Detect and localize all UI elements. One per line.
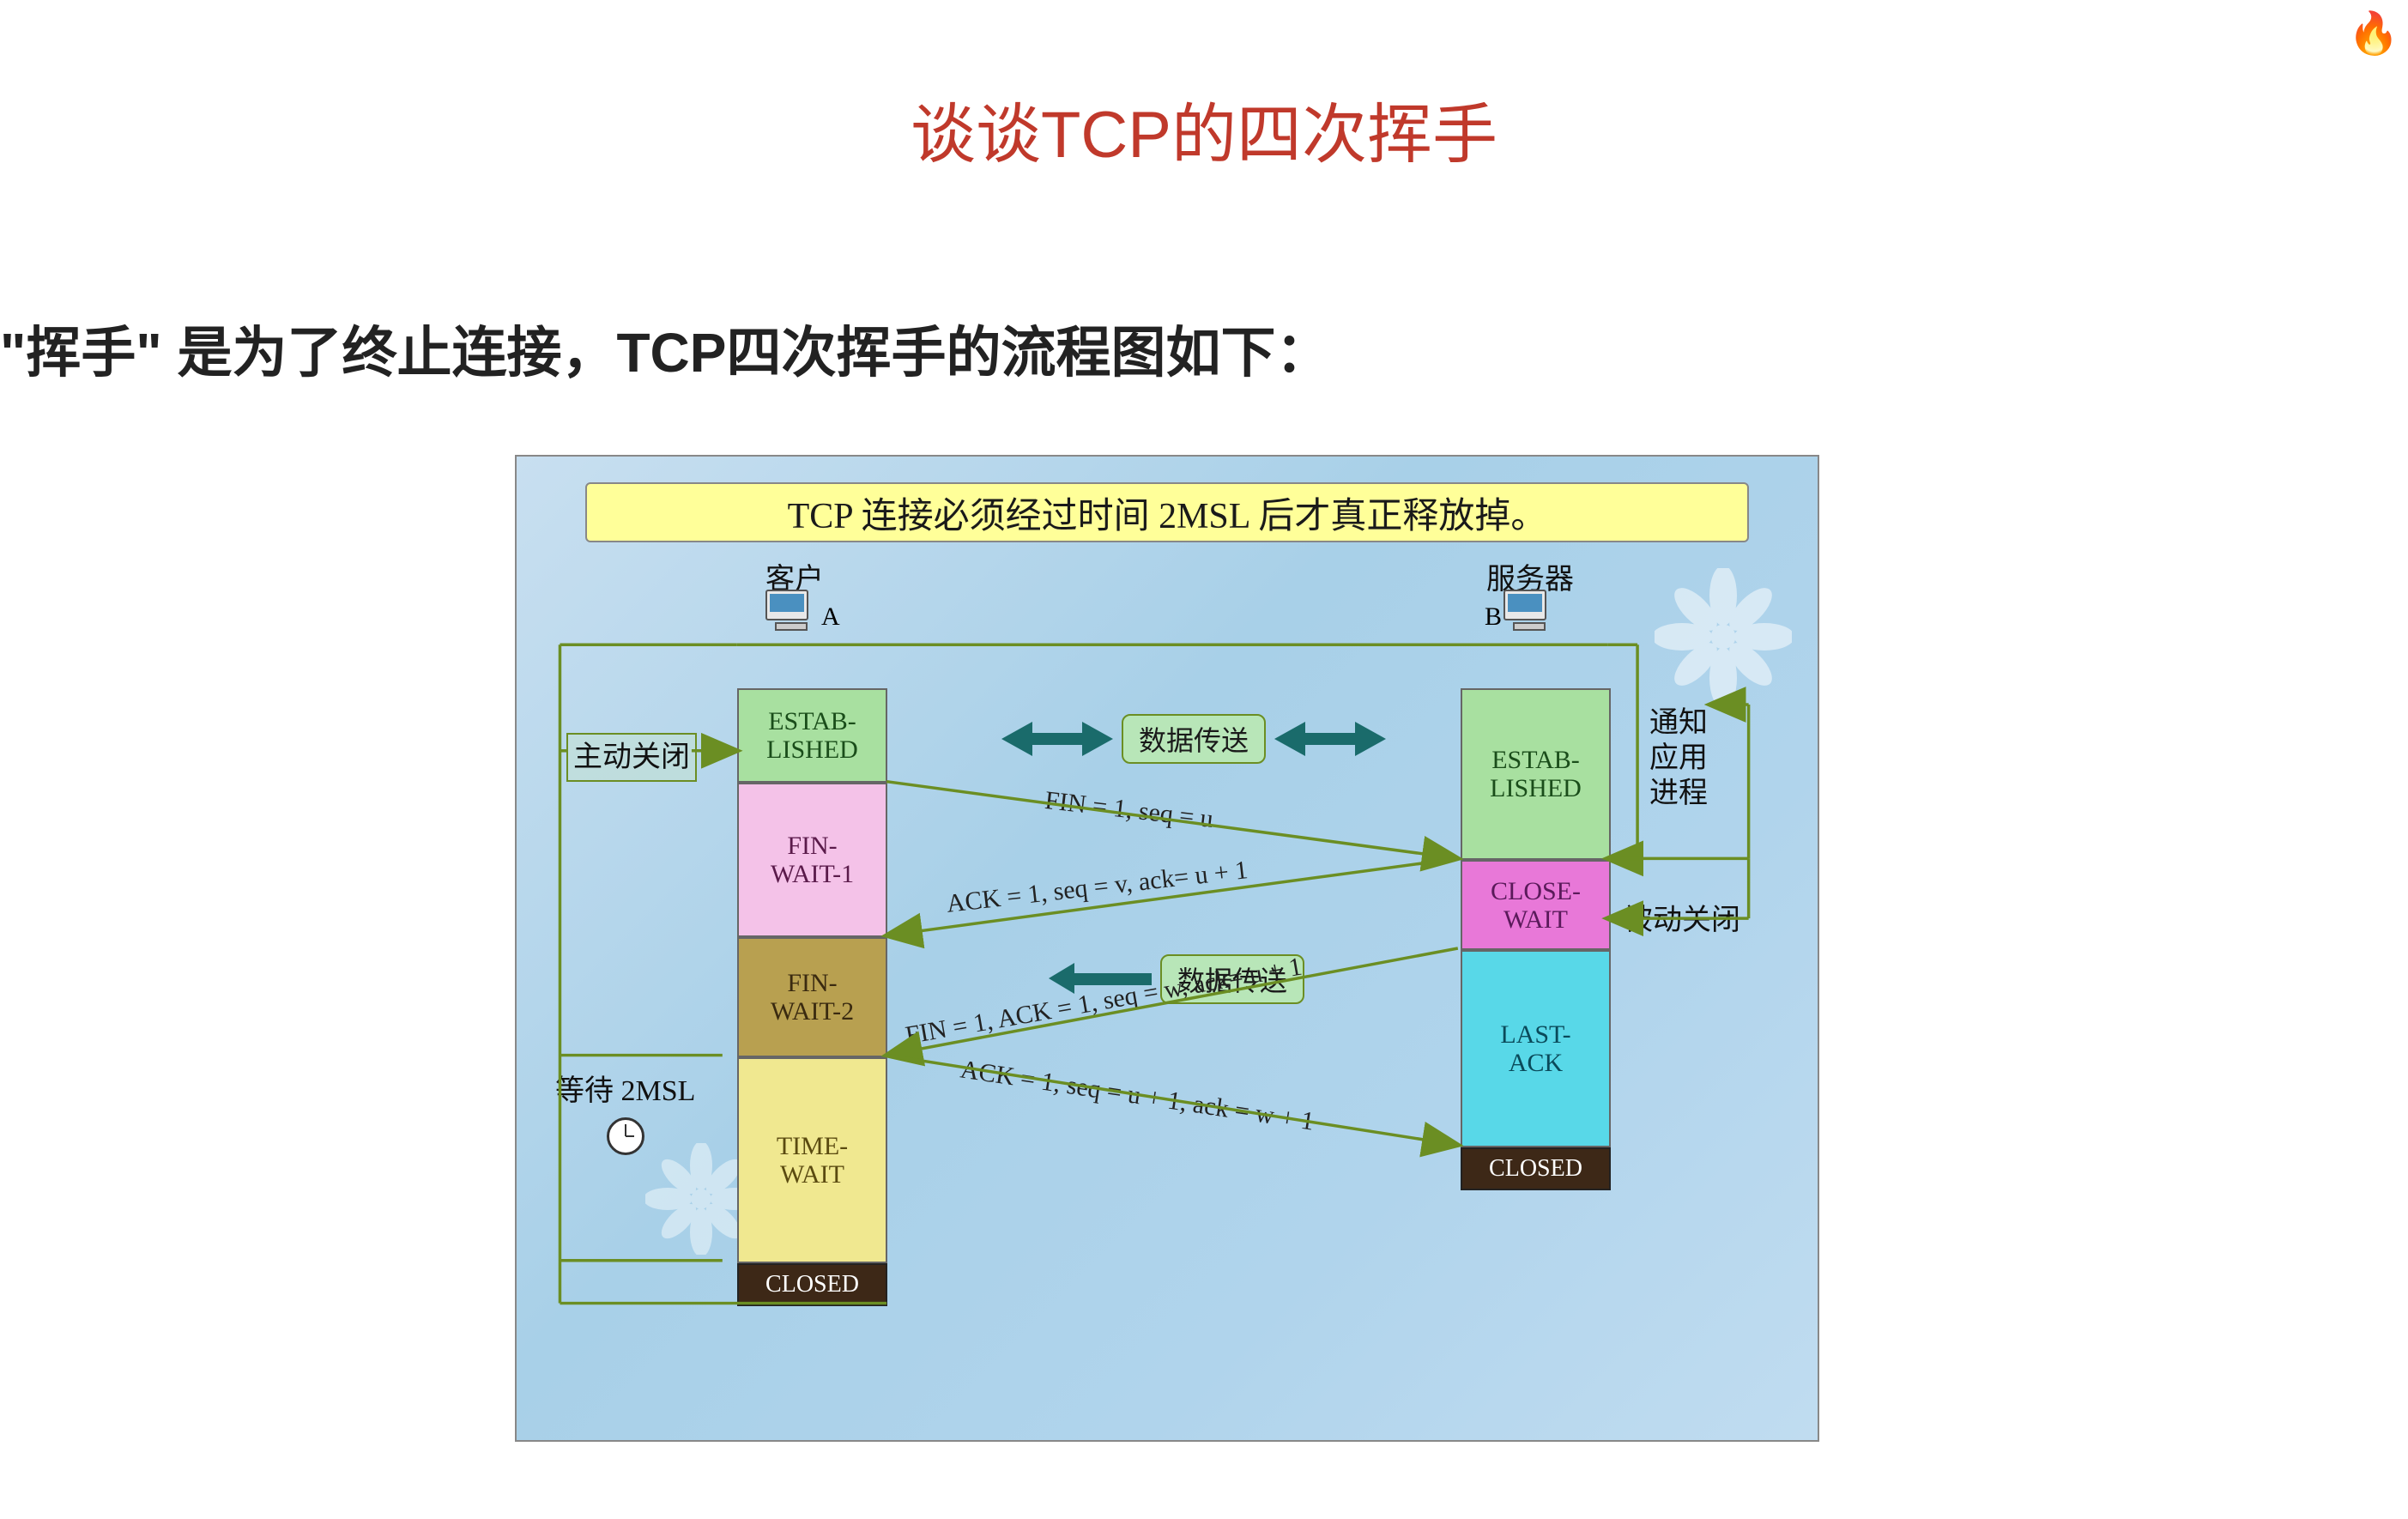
- state-box: ESTAB- LISHED: [1461, 688, 1611, 860]
- data-transfer-label: 数据传送: [1122, 714, 1266, 764]
- page-title: 谈谈TCP的四次挥手: [911, 82, 1497, 176]
- hot-icon: 🔥: [2348, 9, 2399, 57]
- server-computer-icon: [1503, 590, 1555, 631]
- state-box: ESTAB- LISHED: [737, 688, 887, 783]
- msg-fin1: FIN = 1, seq = u: [1044, 786, 1215, 834]
- state-box: TIME- WAIT: [737, 1057, 887, 1263]
- data-transfer-arrow: 数据传送: [1001, 714, 1386, 764]
- passive-close-label: 被动关闭: [1624, 903, 1740, 938]
- active-close-label: 主动关闭: [566, 733, 697, 782]
- client-letter: A: [821, 602, 840, 632]
- state-box: FIN- WAIT-1: [737, 783, 887, 937]
- notify-app-label: 通知 应用 进程: [1649, 705, 1708, 810]
- server-letter: B: [1485, 602, 1502, 632]
- wait-2msl-label: 等待 2MSL: [555, 1074, 695, 1110]
- page-subtitle: "挥手" 是为了终止连接，TCP四次挥手的流程图如下：: [0, 309, 1330, 388]
- client-computer-icon: [765, 590, 817, 631]
- state-box: FIN- WAIT-2: [737, 937, 887, 1057]
- state-box: CLOSE- WAIT: [1461, 860, 1611, 950]
- arrows-overlay: [517, 457, 1818, 1440]
- flower-decoration: [1655, 568, 1792, 705]
- clock-icon: [607, 1117, 644, 1155]
- state-box: LAST- ACK: [1461, 950, 1611, 1147]
- state-box: CLOSED: [1461, 1147, 1611, 1190]
- tcp-diagram: TCP 连接必须经过时间 2MSL 后才真正释放掉。 客户 服务器 A B ES…: [515, 455, 1819, 1442]
- state-box: CLOSED: [737, 1263, 887, 1306]
- msg-ack1: ACK = 1, seq = v, ack= u + 1: [945, 856, 1249, 919]
- diagram-banner: TCP 连接必须经过时间 2MSL 后才真正释放掉。: [585, 482, 1749, 542]
- msg-ack2: ACK = 1, seq = u + 1, ack = w + 1: [959, 1055, 1316, 1136]
